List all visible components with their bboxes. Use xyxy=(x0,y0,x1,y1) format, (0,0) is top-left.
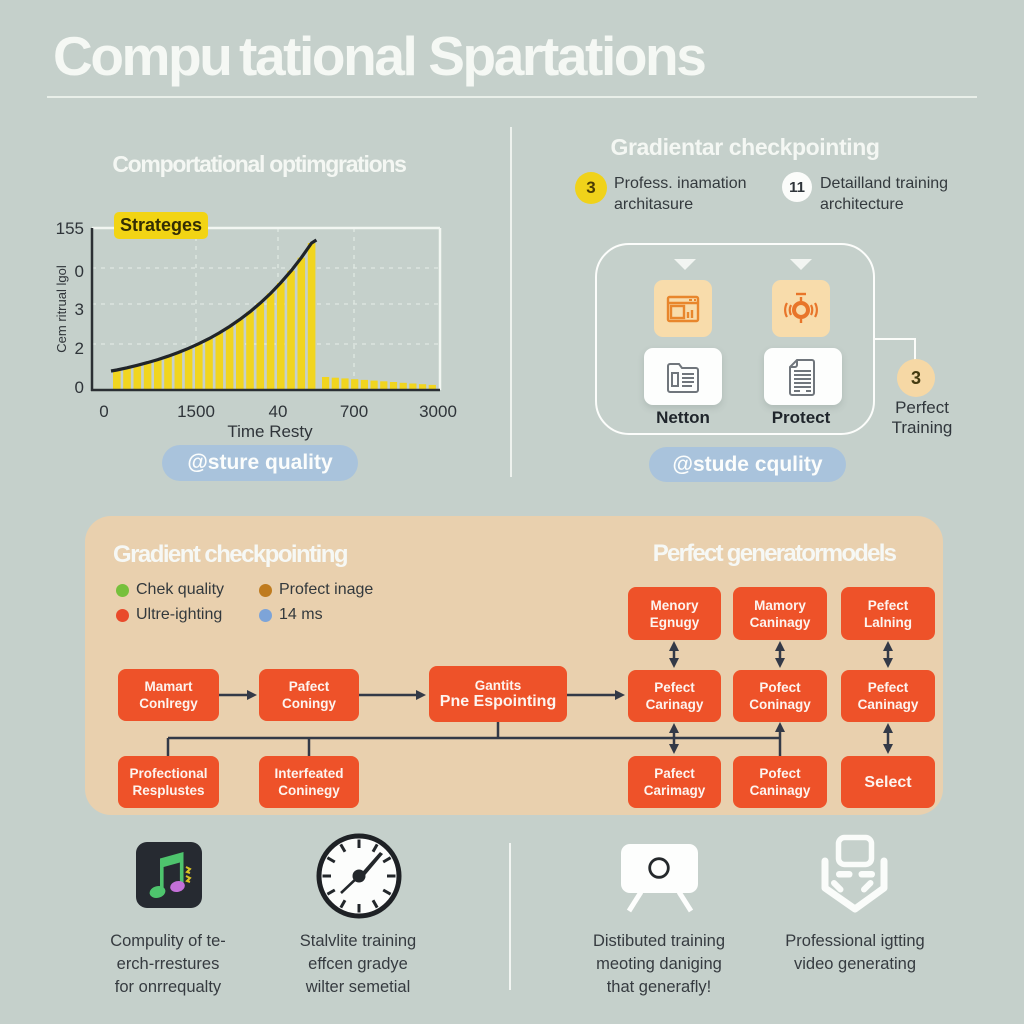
svg-text:700: 700 xyxy=(340,402,368,421)
svg-text:3: 3 xyxy=(75,300,84,319)
svg-text:Time Resty: Time Resty xyxy=(227,422,313,441)
svg-text:0: 0 xyxy=(75,378,84,397)
svg-text:Cem ritrual lgol: Cem ritrual lgol xyxy=(54,265,69,353)
svg-text:0: 0 xyxy=(75,262,84,281)
svg-text:0: 0 xyxy=(99,402,108,421)
svg-text:2: 2 xyxy=(75,339,84,358)
svg-text:40: 40 xyxy=(269,402,288,421)
svg-text:155: 155 xyxy=(56,219,84,238)
svg-text:3000: 3000 xyxy=(419,402,457,421)
svg-text:1500: 1500 xyxy=(177,402,215,421)
